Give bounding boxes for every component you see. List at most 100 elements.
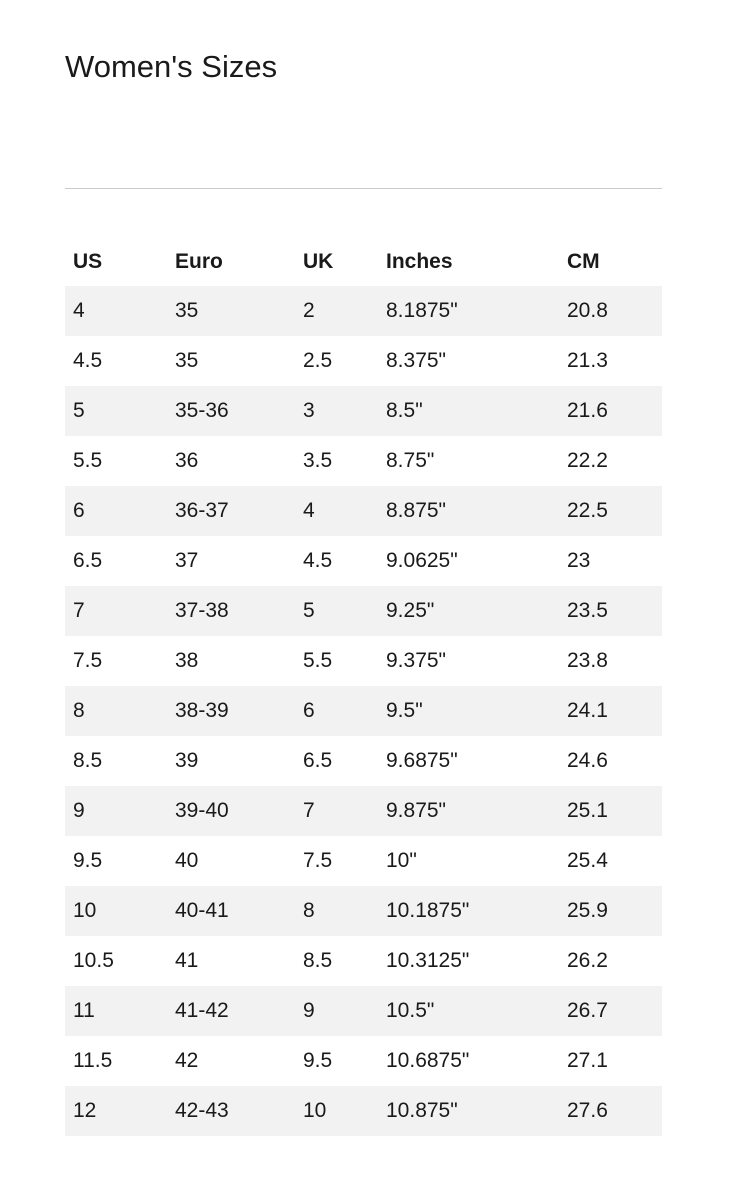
cell-inches: 10.3125" — [386, 949, 470, 972]
cell-euro: 42 — [175, 1049, 199, 1072]
cell-us: 10.5 — [73, 949, 114, 972]
table-row: 8 38-39 6 9.5" 24.1 — [65, 686, 662, 736]
cell-cm: 22.5 — [567, 499, 608, 522]
table-row: 7.5 38 5.5 9.375" 23.8 — [65, 636, 662, 686]
cell-euro: 35-36 — [175, 399, 229, 422]
cell-us: 8.5 — [73, 749, 103, 772]
cell-us: 9.5 — [73, 849, 103, 872]
cell-euro: 42-43 — [175, 1099, 229, 1122]
page-title: Women's Sizes — [65, 49, 278, 84]
cell-cm: 25.4 — [567, 849, 608, 872]
cell-uk: 3 — [303, 399, 315, 422]
cell-us: 6 — [73, 499, 85, 522]
cell-cm: 25.1 — [567, 799, 608, 822]
table-row: 10.5 41 8.5 10.3125" 26.2 — [65, 936, 662, 986]
cell-us: 6.5 — [73, 549, 103, 572]
cell-uk: 7 — [303, 799, 315, 822]
cell-cm: 23.8 — [567, 649, 608, 672]
cell-uk: 2 — [303, 299, 315, 322]
cell-inches: 8.875" — [386, 499, 447, 522]
cell-uk: 8 — [303, 899, 315, 922]
cell-uk: 9 — [303, 999, 315, 1022]
cell-us: 5.5 — [73, 449, 103, 472]
cell-inches: 10.6875" — [386, 1049, 470, 1072]
cell-us: 9 — [73, 799, 85, 822]
cell-inches: 10.875" — [386, 1099, 458, 1122]
table-row: 6.5 37 4.5 9.0625" 23 — [65, 536, 662, 586]
cell-us: 12 — [73, 1099, 97, 1122]
cell-cm: 22.2 — [567, 449, 608, 472]
cell-euro: 38-39 — [175, 699, 229, 722]
cell-euro: 38 — [175, 649, 199, 672]
cell-euro: 41 — [175, 949, 199, 972]
cell-uk: 4.5 — [303, 549, 333, 572]
cell-euro: 39-40 — [175, 799, 229, 822]
cell-uk: 9.5 — [303, 1049, 333, 1072]
cell-inches: 10.1875" — [386, 899, 470, 922]
cell-cm: 23.5 — [567, 599, 608, 622]
cell-euro: 35 — [175, 299, 199, 322]
cell-uk: 6.5 — [303, 749, 333, 772]
table-row: 5.5 36 3.5 8.75" 22.2 — [65, 436, 662, 486]
column-header-cm: CM — [567, 250, 600, 273]
table-row: 10 40-41 8 10.1875" 25.9 — [65, 886, 662, 936]
table-row: 8.5 39 6.5 9.6875" 24.6 — [65, 736, 662, 786]
cell-uk: 7.5 — [303, 849, 333, 872]
cell-us: 4 — [73, 299, 85, 322]
cell-euro: 37-38 — [175, 599, 229, 622]
cell-inches: 9.0625" — [386, 549, 458, 572]
table-header: US Euro UK Inches CM — [65, 238, 662, 286]
cell-euro: 35 — [175, 349, 199, 372]
cell-uk: 10 — [303, 1099, 327, 1122]
size-chart-content: Women's Sizes US Euro UK Inches CM 4 35 2 8.187… — [65, 0, 662, 1136]
cell-inches: 9.375" — [386, 649, 447, 672]
table-row: 11 41-42 9 10.5" 26.7 — [65, 986, 662, 1036]
cell-cm: 27.1 — [567, 1049, 608, 1072]
table-row: 11.5 42 9.5 10.6875" 27.1 — [65, 1036, 662, 1086]
cell-cm: 21.3 — [567, 349, 608, 372]
cell-cm: 25.9 — [567, 899, 608, 922]
cell-inches: 8.75" — [386, 449, 435, 472]
cell-euro: 40 — [175, 849, 199, 872]
cell-cm: 21.6 — [567, 399, 608, 422]
cell-uk: 2.5 — [303, 349, 333, 372]
cell-uk: 4 — [303, 499, 315, 522]
cell-inches: 10" — [386, 849, 417, 872]
cell-us: 10 — [73, 899, 97, 922]
cell-us: 11.5 — [73, 1049, 113, 1072]
column-header-us: US — [73, 250, 103, 273]
cell-inches: 8.5" — [386, 399, 423, 422]
table-body: 4 35 2 8.1875" 20.8 4.5 35 2.5 8.375" 21.3 5 35-36 3… — [65, 286, 662, 1136]
cell-us: 5 — [73, 399, 85, 422]
size-conversion-table: US Euro UK Inches CM 4 35 2 8.1875" 20.8 4.5 35 2.5… — [65, 238, 662, 1136]
cell-inches: 9.6875" — [386, 749, 458, 772]
cell-inches: 9.5" — [386, 699, 423, 722]
cell-euro: 40-41 — [175, 899, 229, 922]
cell-uk: 6 — [303, 699, 315, 722]
cell-us: 11 — [73, 999, 95, 1022]
table-row: 12 42-43 10 10.875" 27.6 — [65, 1086, 662, 1136]
cell-cm: 24.1 — [567, 699, 608, 722]
cell-us: 8 — [73, 699, 85, 722]
column-header-uk: UK — [303, 250, 334, 273]
table-row: 4.5 35 2.5 8.375" 21.3 — [65, 336, 662, 386]
cell-inches: 10.5" — [386, 999, 435, 1022]
cell-cm: 23 — [567, 549, 591, 572]
column-header-inches: Inches — [386, 250, 453, 273]
table-header-row: US Euro UK Inches CM — [65, 238, 662, 286]
cell-cm: 27.6 — [567, 1099, 608, 1122]
cell-cm: 20.8 — [567, 299, 608, 322]
cell-euro: 36 — [175, 449, 199, 472]
cell-euro: 37 — [175, 549, 199, 572]
cell-us: 7 — [73, 599, 85, 622]
table-row: 6 36-37 4 8.875" 22.5 — [65, 486, 662, 536]
column-header-euro: Euro — [175, 250, 223, 273]
cell-cm: 26.2 — [567, 949, 608, 972]
cell-cm: 26.7 — [567, 999, 608, 1022]
cell-us: 4.5 — [73, 349, 103, 372]
table-row: 7 37-38 5 9.25" 23.5 — [65, 586, 662, 636]
table-row: 9 39-40 7 9.875" 25.1 — [65, 786, 662, 836]
table-row: 5 35-36 3 8.5" 21.6 — [65, 386, 662, 436]
cell-uk: 8.5 — [303, 949, 333, 972]
